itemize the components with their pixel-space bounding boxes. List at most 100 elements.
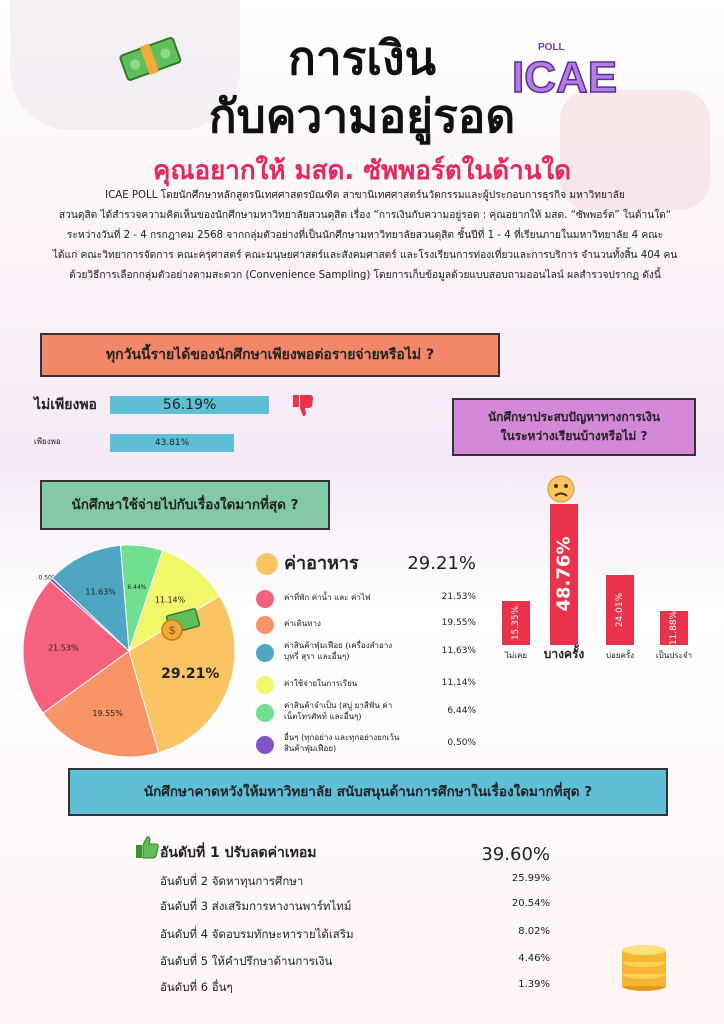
q2-header-line-1: นักศึกษาประสบปัญหาทางการเงิน [487,410,661,424]
q2-column-value: 48.76% [553,536,575,612]
rank-value: 20.54% [511,898,550,909]
legend-value: 11.63% [441,646,476,656]
intro-line: ด้วยวิธีการเลือกกลุ่มตัวอย่างตามสะดวก (C… [69,270,661,281]
rank-row: อันดับที่ 2 จัดหาทุนการศึกษา 25.99% [160,873,550,891]
rank-row: อันดับที่ 6 อื่นๆ 1.39% [160,979,550,997]
svg-text:$: $ [169,625,175,637]
legend-label: ค่าที่พัก ค่าน้ำ และ ค่าไฟ [284,593,371,602]
pie-slice [128,549,221,653]
money-stack-icon [119,36,182,81]
rank-row: อันดับที่ 3 ส่งเสริมการหางานพาร์ทไทม์ 20… [160,898,550,916]
legend-swatch [256,590,274,608]
logo-text: ICAE [512,53,617,102]
q1-bar-track: 43.81% [110,434,280,452]
sad-face-icon [547,475,575,503]
q2-column-bar: 48.76% [550,503,578,645]
logo-small-text: POLL [538,42,565,53]
rank-row: อันดับที่ 5 ให้คำปรึกษาด้านการเงิน 4.46% [160,953,550,971]
rank-label: อันดับที่ 6 อื่นๆ [160,980,233,994]
legend-swatch [256,676,274,694]
pie-slice-label: 11.14% [155,596,186,605]
q1-header: ทุกวันนี้รายได้ของนักศึกษาเพียงพอต่อรายจ… [40,333,500,377]
legend-item: อื่นๆ (ทุกอย่าง และทุกอย่างยกเว้นสินค้าฟ… [256,732,476,760]
legend-value: 0.50% [447,738,476,748]
legend-value: 11.14% [441,678,476,688]
pie-slice-label: 21.53% [48,644,79,653]
q2-header-line-2: ในระหว่างเรียนบ้างหรือไม่ ? [500,429,648,443]
legend-item-food: ค่าอาหาร 29.21% [256,552,476,578]
legend-value: 6.44% [447,706,476,716]
rank-value: 4.46% [518,953,550,964]
q2-column-chart: 15.35% 48.76% 24.01% 11.88% [490,500,700,645]
legend-item: ค่าสินค้าฟุ่มเฟือย (เครื่องสำอาง บุหรี่ … [256,640,476,668]
rank-row: อันดับที่ 4 จัดอบรมทักษะหารายได้เสริม 8.… [160,926,550,944]
legend-item: ค่าใช้จ่ายในการเรียน 11.14% [256,674,476,698]
rank-label: อันดับที่ 1 ปรับลดค่าเทอม [160,845,317,861]
q2-column-value: 24.01% [615,593,625,628]
pie-slice [51,544,130,653]
rank-value: 25.99% [511,873,550,884]
background-coin-stack-right [560,90,710,210]
pie-slice [42,650,160,758]
q1-row-label: เพียงพอ [34,437,61,446]
legend-item: ค่าสินค้าจำเป็น (สบู่ ยาสีฟัน ค่าเน็ตโทร… [256,700,476,728]
rank-label: อันดับที่ 5 ให้คำปรึกษาด้านการเงิน [160,954,333,968]
rank-value: 1.39% [518,979,550,990]
legend-swatch [256,616,274,634]
icae-logo: POLL ICAE [510,34,660,104]
pie-slice-label: 19.55% [92,709,123,718]
intro-line: ได้แก่ คณะวิทยาการจัดการ คณะครุศาสตร์ คณ… [52,250,678,261]
title-line-2: กับความอยู่รอด [208,89,516,143]
pie-slice-label: 11.63% [85,588,116,597]
q2-column-bar: 24.01% [606,575,634,645]
pie-slice-label: 0.50% [38,575,57,582]
legend-swatch [256,736,274,754]
q2-column-bar: 15.35% [502,600,530,645]
q1-bar-track: 56.19% [110,396,280,414]
q2-column-label: ไม่เคย [504,651,528,660]
coin-stack-icon [622,945,666,991]
legend-label: อื่นๆ (ทุกอย่าง และทุกอย่างยกเว้นสินค้าฟ… [284,733,400,753]
legend-value: 21.53% [441,592,476,602]
q1-row-not-enough: ไม่เพียงพอ 56.19% [34,394,334,416]
rank-label: อันดับที่ 4 จัดอบรมทักษะหารายได้เสริม [160,927,354,941]
q3-pie-chart: 6.44% 11.14% 29.21% 19.55% 21.53% 0.50% 11.63% [22,544,236,758]
legend-swatch [256,644,274,662]
legend-label: ค่าใช้จ่ายในการเรียน [284,679,358,688]
q4-header: นักศึกษาคาดหวังให้มหาวิทยาลัย สนับสนุนด้… [68,768,668,816]
money-coin-icon: $ [161,608,200,641]
rank-label: อันดับที่ 3 ส่งเสริมการหางานพาร์ทไทม์ [160,899,352,913]
intro-line: ICAE POLL โดยนักศึกษาหลักสูตรนิเทศศาสตรบ… [105,190,625,201]
legend-label: ค่าสินค้าจำเป็น (สบู่ ยาสีฟัน ค่าเน็ตโทร… [284,701,393,721]
q2-column-value: 11.88% [669,610,679,645]
q2-column-value: 15.35% [511,605,521,640]
q2-header: นักศึกษาประสบปัญหาทางการเงิน ในระหว่างเร… [452,398,696,456]
intro-line: สวนดุสิต ได้สำรวจความคิดเห็นของนักศึกษาม… [58,210,672,221]
legend-label: ค่าสินค้าฟุ่มเฟือย (เครื่องสำอาง บุหรี่ … [284,641,393,661]
q1-row-enough: เพียงพอ 43.81% [34,432,334,454]
title-line-1: การเงิน [287,31,437,85]
q1-row-label: ไม่เพียงพอ [34,397,97,413]
legend-item: ค่าเดินทาง 19.55% [256,614,476,638]
rank-value: 8.02% [518,926,550,937]
intro-paragraph: ICAE POLL โดยนักศึกษาหลักสูตรนิเทศศาสตรบ… [40,186,690,286]
legend-item: ค่าที่พัก ค่าน้ำ และ ค่าไฟ 21.53% [256,588,476,612]
rank-value: 39.60% [481,844,550,865]
q2-column-labels: ไม่เคย บางครั้ง บ่อยครั้ง เป็นประจำ [490,645,700,667]
legend-swatch [256,553,278,575]
intro-line: ระหว่างวันที่ 2 - 4 กรกฎาคม 2568 จากกลุ่… [66,230,664,241]
q1-bar-fill: 56.19% [110,396,270,414]
legend-swatch [256,704,274,722]
q3-legend: ค่าอาหาร 29.21% ค่าที่พัก ค่าน้ำ และ ค่า… [0,0,724,754]
q3-header: นักศึกษาใช้จ่ายไปกับเรื่องใดมากที่สุด ? [40,480,330,530]
rank-label: อันดับที่ 2 จัดหาทุนการศึกษา [160,874,304,888]
q2-column-label: บ่อยครั้ง [605,651,635,660]
pie-slice [128,595,236,754]
pie-slice-label: 6.44% [127,584,146,591]
subtitle: คุณอยากให้ มสด. ซัพพอร์ตในด้านใด [152,156,572,186]
rank-row-1: อันดับที่ 1 ปรับลดค่าเทอม 39.60% [160,842,550,865]
q2-column-label: บางครั้ง [543,647,585,661]
thumbs-up-icon [136,836,159,859]
legend-value: 29.21% [407,553,476,574]
pie-slice [22,579,130,714]
